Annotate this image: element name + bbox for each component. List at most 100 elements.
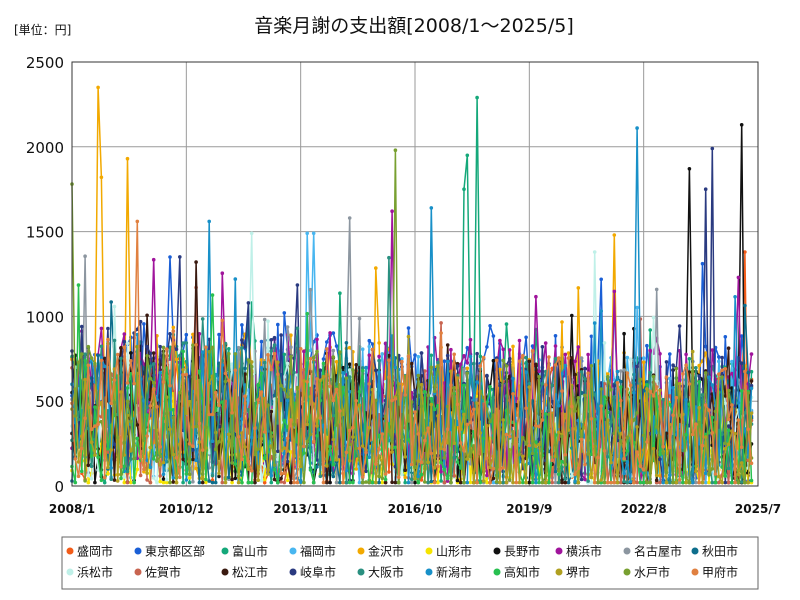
data-point (749, 352, 754, 356)
data-point (511, 392, 515, 396)
data-point (357, 446, 362, 451)
data-point (553, 469, 558, 474)
data-point (556, 480, 561, 485)
data-point (504, 432, 509, 437)
data-point (530, 344, 535, 348)
data-point (429, 451, 434, 456)
data-point (295, 326, 300, 331)
legend-item: 東京都区部 (134, 544, 205, 559)
data-point (720, 355, 724, 360)
data-point (429, 402, 434, 407)
data-point (472, 361, 476, 366)
data-point (664, 375, 669, 379)
data-point (220, 480, 225, 485)
data-point (249, 364, 254, 369)
data-point (125, 399, 130, 404)
data-point (187, 399, 192, 404)
data-point (207, 350, 211, 354)
legend-label: 佐賀市 (145, 565, 181, 580)
data-point (739, 480, 744, 484)
data-point (243, 345, 247, 349)
data-point (419, 460, 424, 465)
data-point (341, 371, 345, 375)
data-point (360, 368, 365, 373)
data-point (700, 261, 705, 266)
data-point (579, 477, 584, 482)
data-point (668, 394, 672, 398)
data-point (501, 480, 506, 485)
data-point (645, 343, 649, 348)
data-point (210, 473, 215, 478)
data-point (181, 372, 185, 377)
data-point (573, 372, 577, 377)
data-point (357, 390, 362, 394)
series-lines (70, 85, 754, 486)
data-point (187, 480, 192, 485)
data-point (553, 344, 558, 348)
data-point (161, 480, 166, 485)
data-point (723, 441, 728, 446)
data-point (668, 445, 672, 450)
data-point (249, 469, 254, 473)
data-point (347, 428, 352, 433)
data-point (233, 462, 238, 466)
data-point (478, 480, 483, 485)
data-point (449, 383, 453, 387)
data-point (344, 341, 349, 345)
data-point (524, 370, 528, 375)
data-point (521, 353, 525, 358)
data-point (135, 436, 140, 441)
data-point (442, 381, 447, 385)
data-point (285, 436, 290, 441)
data-point (723, 446, 728, 451)
data-point (710, 480, 715, 485)
data-point (619, 385, 623, 389)
data-point (315, 465, 319, 469)
data-point (687, 370, 692, 374)
legend-label: 高知市 (504, 565, 540, 580)
data-point (129, 372, 133, 376)
data-point (96, 422, 100, 427)
data-point (285, 459, 290, 464)
data-point (661, 480, 666, 485)
data-point (289, 354, 293, 359)
data-point (364, 469, 368, 474)
data-point (723, 367, 728, 371)
data-point (138, 454, 143, 459)
data-point (151, 257, 156, 262)
data-point (187, 374, 192, 379)
data-point (240, 480, 244, 485)
legend-marker (357, 568, 365, 576)
data-point (419, 351, 424, 355)
data-point (739, 334, 744, 338)
data-point (171, 408, 176, 412)
data-point (243, 372, 247, 376)
data-point (155, 404, 159, 409)
data-point (537, 480, 541, 485)
data-point (449, 480, 453, 485)
data-point (690, 432, 695, 437)
data-point (338, 409, 342, 413)
data-point (668, 352, 672, 356)
data-point (227, 378, 231, 383)
data-point (527, 385, 532, 389)
data-point (694, 366, 698, 370)
data-point (334, 382, 339, 386)
data-point (681, 480, 685, 485)
y-tick-label: 1500 (26, 224, 64, 242)
data-point (534, 294, 538, 299)
data-point (537, 442, 541, 447)
data-point (720, 480, 724, 485)
data-point (210, 412, 215, 417)
legend-item: 福岡市 (289, 544, 336, 559)
data-point (409, 480, 414, 485)
y-tick-label: 1000 (26, 308, 64, 326)
data-point (151, 476, 156, 480)
data-point (419, 404, 424, 409)
data-point (462, 354, 466, 358)
data-point (240, 457, 244, 462)
data-point (122, 339, 127, 344)
data-point (426, 393, 430, 398)
data-point (452, 474, 457, 478)
data-point (720, 368, 724, 373)
